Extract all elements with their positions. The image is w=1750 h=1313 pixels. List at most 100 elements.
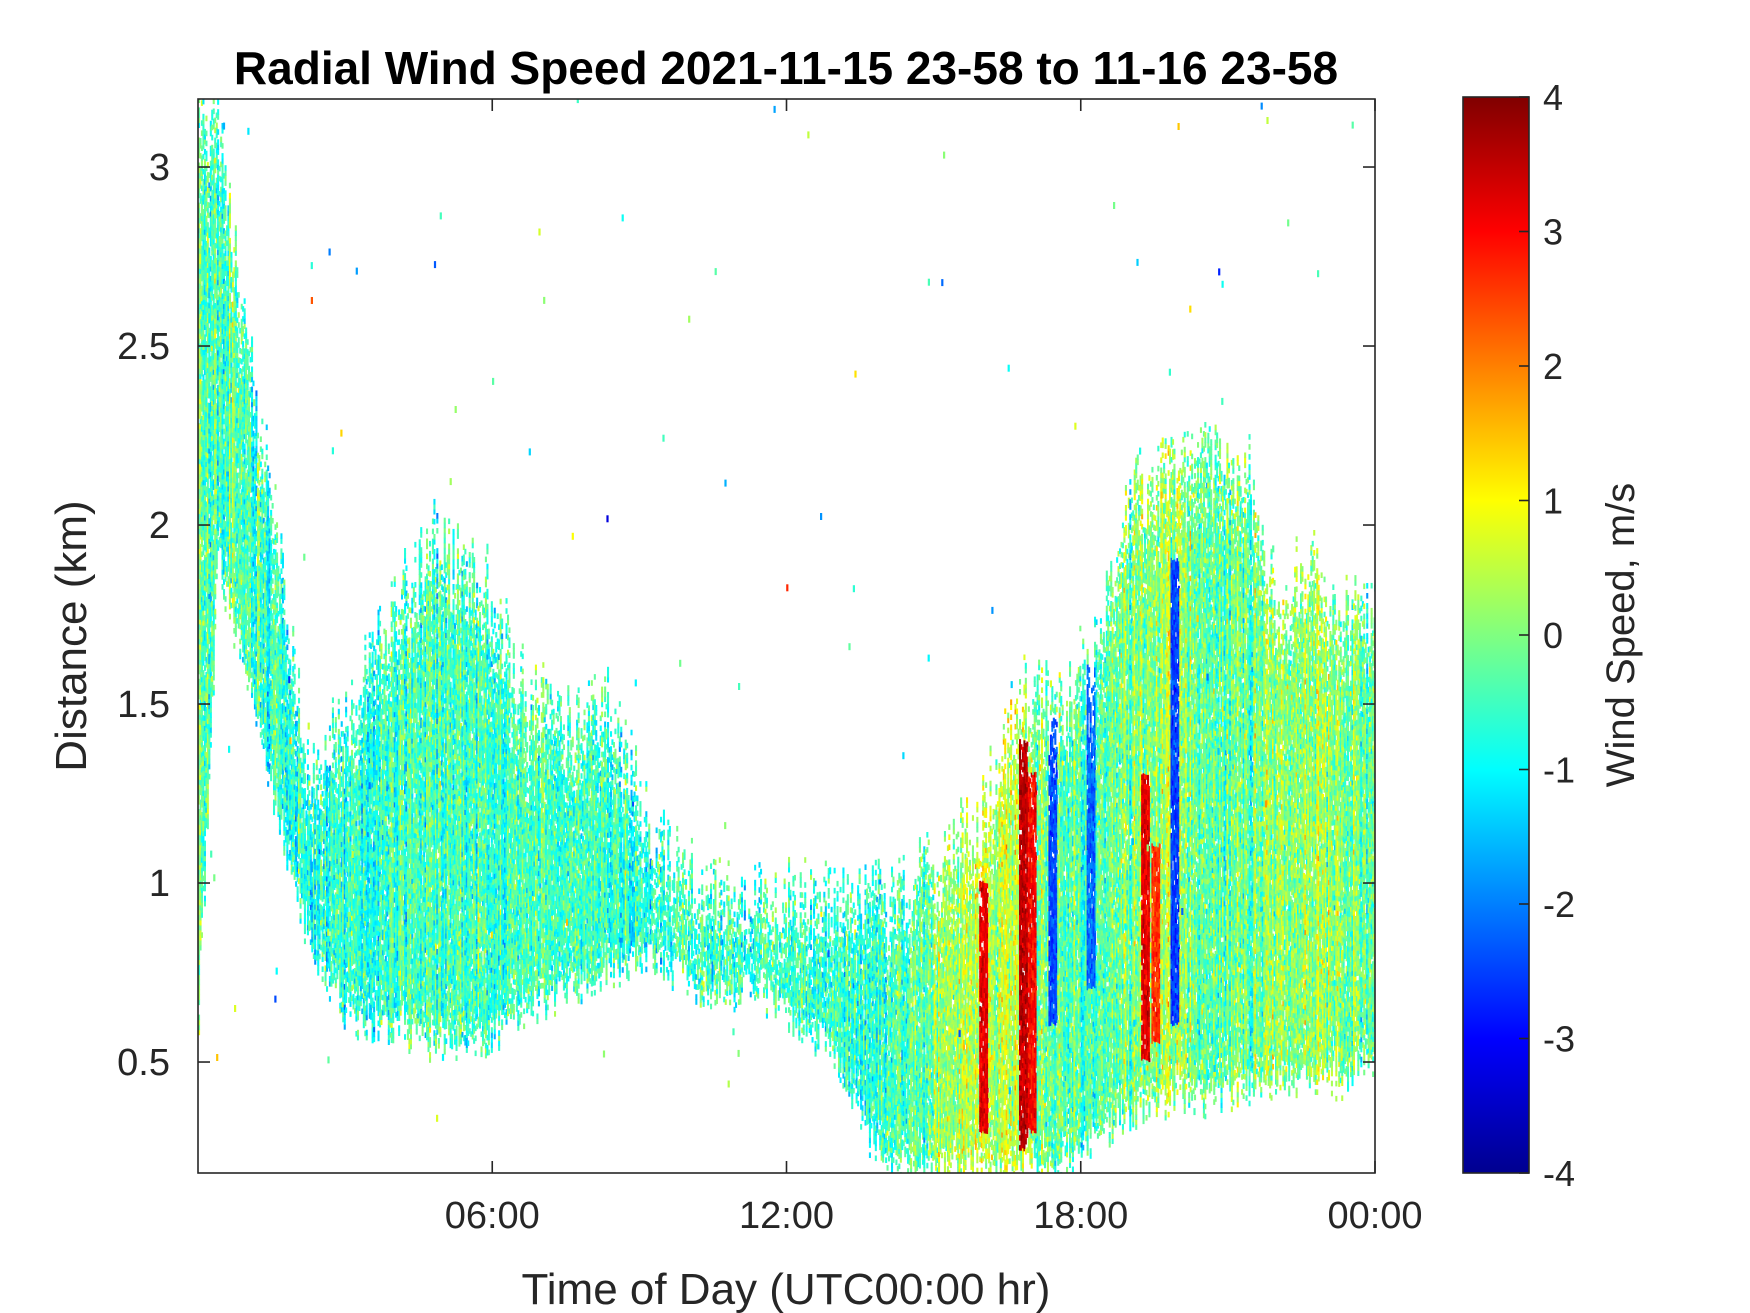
heatmap-cell xyxy=(215,142,218,149)
heatmap-cell xyxy=(198,994,201,1001)
heatmap-cell xyxy=(199,674,202,680)
heatmap-cell xyxy=(211,405,214,412)
heatmap-cell xyxy=(202,725,205,731)
heatmap-cell xyxy=(212,208,215,215)
heatmap-cell xyxy=(209,687,212,693)
heatmap-cell xyxy=(206,162,209,168)
heatmap-cell xyxy=(217,409,220,416)
heatmap-cell xyxy=(202,494,205,501)
heatmap-cell xyxy=(217,530,220,536)
heatmap-cell xyxy=(230,251,233,258)
heatmap-cell xyxy=(203,364,206,371)
heatmap-cell xyxy=(198,222,201,229)
heatmap-cell xyxy=(202,589,205,596)
heatmap-cell xyxy=(202,484,205,491)
heatmap-cell xyxy=(200,215,203,222)
heatmap-cell xyxy=(202,219,205,225)
heatmap-cell xyxy=(215,308,218,314)
heatmap-cell xyxy=(212,579,215,586)
heatmap-cell xyxy=(212,649,215,656)
heatmap-cell xyxy=(205,777,208,783)
heatmap-cell xyxy=(203,499,206,506)
heatmap-cell xyxy=(215,413,218,419)
heatmap-cell xyxy=(206,237,209,243)
heatmap-cell xyxy=(205,296,208,302)
heatmap-cell xyxy=(214,267,217,274)
heatmap-cell xyxy=(205,185,208,192)
heatmap-cell xyxy=(299,903,302,909)
heatmap-cell xyxy=(255,425,258,432)
heatmap-cell xyxy=(217,455,220,461)
heatmap-cell xyxy=(218,491,221,498)
heatmap-cell xyxy=(208,407,211,414)
heatmap-cell xyxy=(224,215,227,221)
heatmap-cell xyxy=(202,675,205,681)
heatmap-cell xyxy=(209,170,212,177)
heatmap-cell xyxy=(202,680,205,686)
heatmap-cell xyxy=(274,789,277,796)
heatmap-cell xyxy=(198,713,201,720)
heatmap-cell xyxy=(217,480,220,486)
heatmap-cell xyxy=(209,702,212,708)
heatmap-cell xyxy=(199,328,202,335)
heatmap-cell xyxy=(298,672,301,679)
heatmap-cell xyxy=(208,593,211,600)
heatmap-cell xyxy=(198,167,201,174)
heatmap-cell xyxy=(202,414,205,421)
heatmap-cell xyxy=(203,539,206,546)
heatmap-cell xyxy=(209,376,212,382)
heatmap-cell xyxy=(198,889,201,895)
heatmap-cell xyxy=(215,553,218,560)
heatmap-cell xyxy=(199,483,202,490)
heatmap-cell xyxy=(206,803,209,810)
heatmap-cell xyxy=(199,534,202,540)
heatmap-cell xyxy=(214,363,217,369)
heatmap-cell xyxy=(214,408,217,414)
heatmap-cell xyxy=(199,724,202,731)
heatmap-cell xyxy=(209,446,212,453)
plot-area xyxy=(197,98,1376,1174)
heatmap-cell xyxy=(205,661,208,668)
heatmap-cell xyxy=(205,376,208,382)
heatmap-cell xyxy=(243,308,246,314)
heatmap-cell xyxy=(289,669,292,676)
heatmap-cell xyxy=(199,373,202,380)
heatmap-cell xyxy=(206,563,209,569)
heatmap-cell xyxy=(231,281,234,288)
heatmap-cell xyxy=(200,716,203,723)
heatmap-cell xyxy=(255,405,258,412)
heatmap-cell xyxy=(214,217,217,224)
heatmap-cell xyxy=(205,165,208,172)
heatmap-cell xyxy=(203,519,206,526)
heatmap-cell xyxy=(218,341,221,347)
heatmap-cell xyxy=(218,351,221,357)
heatmap-cell xyxy=(199,699,202,706)
heatmap-cell xyxy=(203,645,206,651)
heatmap-cell xyxy=(199,233,202,239)
heatmap-cell xyxy=(209,401,212,407)
heatmap-cell xyxy=(224,576,227,582)
heatmap-cell xyxy=(205,466,208,473)
heatmap-cell xyxy=(214,498,217,505)
heatmap-cell xyxy=(198,413,201,419)
heatmap-cell xyxy=(209,346,212,352)
heatmap-cell xyxy=(199,443,202,450)
heatmap-cell xyxy=(270,775,273,782)
heatmap-cell xyxy=(212,379,215,385)
heatmap-cell xyxy=(255,390,258,397)
heatmap-cell xyxy=(200,606,203,613)
heatmap-cell xyxy=(206,442,209,449)
heatmap-cell xyxy=(267,500,270,507)
heatmap-cell xyxy=(218,456,221,463)
heatmap-cell xyxy=(198,944,201,951)
heatmap-cell xyxy=(199,143,202,149)
heatmap-cell xyxy=(217,460,220,466)
heatmap-cell xyxy=(218,426,221,433)
heatmap-cell xyxy=(200,817,203,823)
heatmap-cell xyxy=(203,399,206,406)
heatmap-cell xyxy=(215,423,218,429)
heatmap-cell xyxy=(224,250,227,257)
heatmap-cell xyxy=(206,818,209,825)
heatmap-cell xyxy=(200,350,203,357)
heatmap-cell xyxy=(199,749,202,756)
